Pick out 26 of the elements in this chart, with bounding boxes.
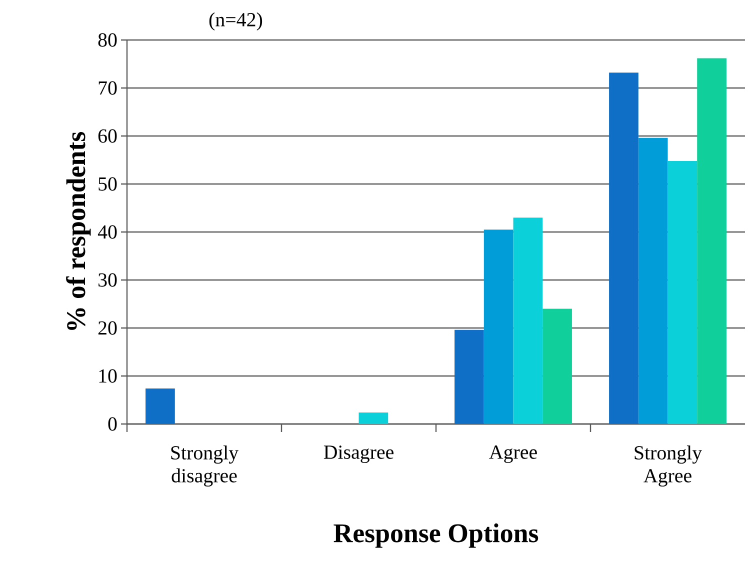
y-tick-label: 10	[99, 369, 117, 383]
bar	[638, 138, 668, 424]
y-tick-label: 80	[98, 33, 117, 47]
x-tick-label: Strongly disagree	[171, 446, 239, 487]
x-tick-label: Disagree	[324, 446, 394, 464]
y-tick-label: 70	[98, 81, 117, 95]
y-tick-label: 40	[98, 225, 117, 239]
bar	[484, 230, 514, 424]
y-tick-label: 20	[98, 321, 117, 335]
bar	[454, 330, 484, 424]
bar	[513, 218, 543, 424]
y-axis-title: % of respondents	[66, 132, 91, 330]
y-tick-label: 0	[108, 417, 117, 431]
bar	[609, 72, 638, 424]
text: (n=42)	[209, 12, 262, 30]
bar	[542, 308, 572, 424]
x-axis-title: Response Options	[334, 523, 538, 548]
bar	[668, 160, 698, 424]
bar	[358, 412, 388, 424]
y-tick-label: 30	[98, 273, 117, 287]
bar	[697, 58, 726, 424]
x-tick-label: Agree	[489, 446, 537, 463]
y-tick-label: 50	[98, 177, 117, 191]
bar	[146, 388, 175, 424]
x-tick-label: Strongly Agree	[634, 446, 702, 487]
y-tick-label: 60	[98, 129, 117, 143]
